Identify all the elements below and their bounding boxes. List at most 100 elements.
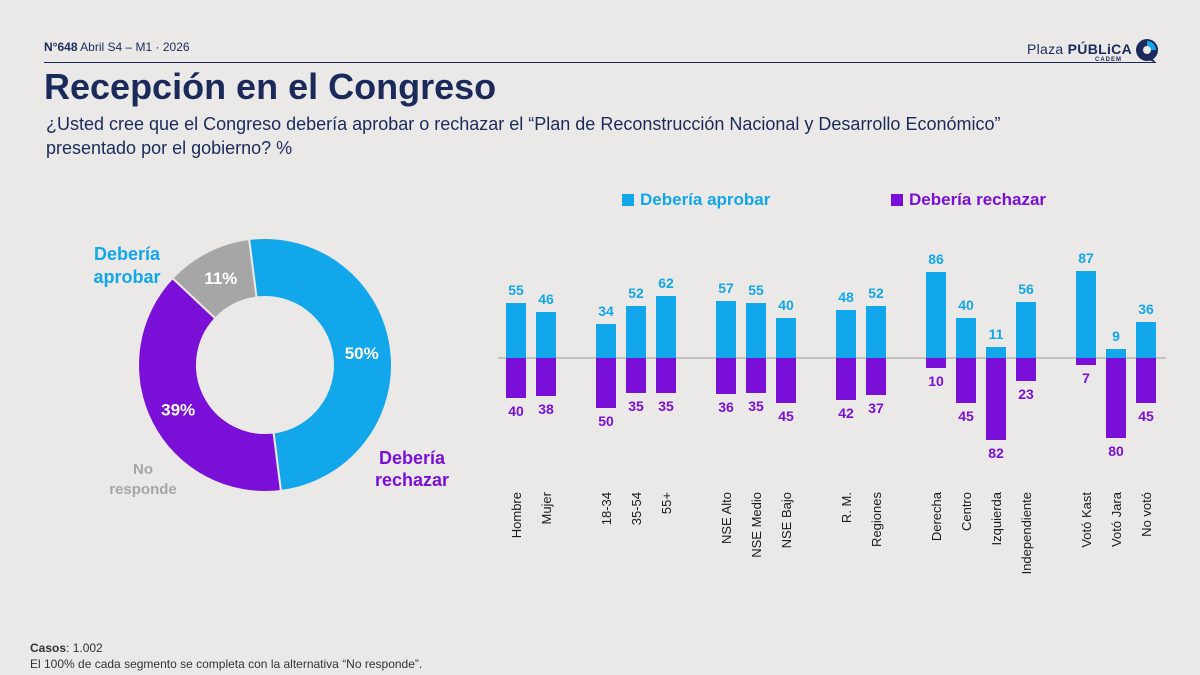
footer-casos-value: : 1.002 xyxy=(66,641,103,655)
brand-logo-icon xyxy=(1136,39,1158,63)
bar-label-aprobar: 40 xyxy=(958,297,974,313)
bar-rechazar xyxy=(536,358,556,396)
donut-label-no-2: responde xyxy=(109,481,177,498)
bar-rechazar xyxy=(866,358,886,395)
bar-rechazar xyxy=(656,358,676,393)
bar-rechazar xyxy=(1106,358,1126,438)
category-label: Regiones xyxy=(869,492,884,547)
legend-rechazar-swatch xyxy=(891,194,903,206)
bar-aprobar xyxy=(926,272,946,358)
category-label: NSE Bajo xyxy=(779,492,794,548)
legend-aprobar-label: Debería aprobar xyxy=(640,190,771,209)
bar-label-rechazar: 10 xyxy=(928,373,944,389)
issue-number: N°648 xyxy=(44,40,78,54)
legend-rechazar: Debería rechazar xyxy=(891,190,1046,210)
bar-aprobar xyxy=(746,303,766,358)
bar-label-aprobar: 56 xyxy=(1018,281,1034,297)
bar-label-rechazar: 36 xyxy=(718,399,734,415)
bar-aprobar xyxy=(596,324,616,358)
bar-label-aprobar: 48 xyxy=(838,289,854,305)
category-label: Votó Kast xyxy=(1079,492,1094,548)
donut-label-aprobar-2: aprobar xyxy=(93,267,160,287)
category-label: 55+ xyxy=(659,492,674,514)
category-label: Independiente xyxy=(1019,492,1034,574)
brand-bold: PÚBLiCA xyxy=(1067,41,1132,57)
footer-casos-label: Casos xyxy=(30,641,67,655)
bar-aprobar xyxy=(1106,349,1126,358)
bar-rechazar xyxy=(596,358,616,408)
bar-rechazar xyxy=(506,358,526,398)
brand-name: Plaza PÚBLiCA xyxy=(1027,41,1132,57)
bar-label-rechazar: 80 xyxy=(1108,443,1124,459)
issue-info: N°648 Abril S4 – M1 · 2026 xyxy=(44,40,190,54)
donut-label-no-1: No xyxy=(133,461,153,478)
bar-rechazar xyxy=(746,358,766,393)
donut-value-rechazar: 39% xyxy=(161,400,195,419)
donut-label-rechazar-1: Debería xyxy=(379,448,446,468)
donut-label-rechazar-2: rechazar xyxy=(375,470,449,490)
legend-rechazar-label: Debería rechazar xyxy=(909,190,1047,209)
bar-label-rechazar: 38 xyxy=(538,401,554,417)
bar-aprobar xyxy=(626,306,646,358)
bar-label-rechazar: 42 xyxy=(838,405,854,421)
brand-prefix: Plaza xyxy=(1026,41,1068,57)
page-subtitle: ¿Usted cree que el Congreso debería apro… xyxy=(46,114,1001,158)
bar-rechazar xyxy=(986,358,1006,440)
bar-label-aprobar: 87 xyxy=(1078,250,1094,266)
bar-aprobar xyxy=(986,347,1006,358)
donut-slice-rechazar xyxy=(137,276,283,493)
bar-label-aprobar: 52 xyxy=(868,285,884,301)
bar-label-aprobar: 46 xyxy=(538,291,554,307)
bar-rechazar xyxy=(776,358,796,403)
bar-label-rechazar: 23 xyxy=(1018,386,1034,402)
bar-aprobar xyxy=(656,296,676,358)
bar-label-aprobar: 11 xyxy=(989,326,1004,342)
bar-aprobar xyxy=(956,318,976,358)
bar-aprobar xyxy=(1076,271,1096,358)
bar-aprobar xyxy=(1136,322,1156,358)
page-title: Recepción en el Congreso xyxy=(44,66,497,107)
category-label: 18-34 xyxy=(599,492,614,525)
category-label: Centro xyxy=(959,492,974,531)
brand-sub: CADEM xyxy=(1095,57,1122,63)
category-label: Mujer xyxy=(539,491,554,524)
bar-aprobar xyxy=(536,312,556,358)
bar-rechazar xyxy=(1016,358,1036,381)
bar-rechazar xyxy=(716,358,736,394)
category-label: Izquierda xyxy=(989,491,1004,545)
bar-label-rechazar: 45 xyxy=(958,408,974,424)
bar-rechazar xyxy=(626,358,646,393)
bar-label-rechazar: 45 xyxy=(1138,408,1154,424)
bar-chart: 55 40 Hombre 46 38 Mujer 34 50 18-34 52 35 35-54 62 3… xyxy=(498,250,1166,574)
bar-aprobar xyxy=(506,303,526,358)
bar-rechazar xyxy=(836,358,856,400)
donut-chart: 50% 39% 11% Debería aprobar Debería rechaz… xyxy=(93,237,449,498)
bar-aprobar xyxy=(866,306,886,358)
footer: Casos: 1.002 El 100% de cada segmento se… xyxy=(30,640,422,672)
legend-aprobar: Debería aprobar xyxy=(622,190,770,210)
bar-label-aprobar: 9 xyxy=(1112,328,1120,344)
bar-label-aprobar: 36 xyxy=(1138,301,1154,317)
footer-casos: Casos: 1.002 xyxy=(30,640,422,656)
bar-aprobar xyxy=(716,301,736,358)
category-label: NSE Alto xyxy=(719,492,734,544)
donut-value-aprobar: 50% xyxy=(345,344,379,363)
bar-label-rechazar: 35 xyxy=(748,398,764,414)
category-label: Hombre xyxy=(509,492,524,538)
bar-label-rechazar: 45 xyxy=(778,408,794,424)
footer-note: El 100% de cada segmento se completa con… xyxy=(30,657,423,671)
category-label: No votó xyxy=(1139,492,1154,537)
bar-label-rechazar: 7 xyxy=(1082,370,1090,386)
bar-label-aprobar: 34 xyxy=(598,303,614,319)
bar-label-aprobar: 52 xyxy=(628,285,644,301)
bar-rechazar xyxy=(926,358,946,368)
bar-label-aprobar: 55 xyxy=(748,282,764,298)
bar-label-rechazar: 40 xyxy=(508,403,524,419)
bar-aprobar xyxy=(836,310,856,358)
legend-aprobar-swatch xyxy=(622,194,634,206)
bar-label-aprobar: 86 xyxy=(928,251,944,267)
bar-label-aprobar: 40 xyxy=(778,297,794,313)
bar-label-rechazar: 35 xyxy=(658,398,674,414)
category-label: 35-54 xyxy=(629,492,644,525)
donut-slice-aprobar xyxy=(247,237,393,493)
